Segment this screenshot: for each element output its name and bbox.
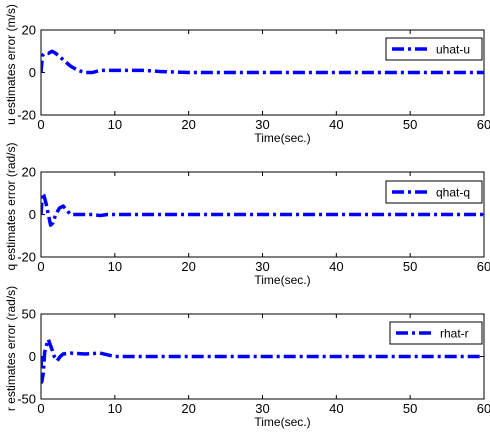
y-tick-label: -50: [17, 392, 36, 407]
y-tick-label: 0: [29, 207, 36, 222]
legend-box: [385, 180, 483, 204]
x-tick-label: 50: [403, 259, 417, 274]
x-tick-label: 40: [329, 401, 343, 416]
x-tick-label: 40: [329, 259, 343, 274]
legend: rhat-r: [389, 321, 483, 345]
y-axis-label: u estimates error (m/s): [4, 4, 18, 125]
y-axis-label: q estimates error (rad/s): [4, 142, 18, 270]
y-tick-label: 0: [29, 349, 36, 364]
legend-box: [385, 37, 483, 61]
y-tick-label: -20: [17, 250, 36, 265]
x-tick-label: 60: [477, 117, 490, 132]
series-line-uhat-u: [41, 49, 484, 75]
x-tick-label: 30: [255, 117, 269, 132]
x-tick-label: 50: [403, 401, 417, 416]
x-axis-label: Time(sec.): [254, 273, 310, 287]
x-tick-label: 10: [108, 259, 122, 274]
x-tick-label: 20: [181, 117, 195, 132]
y-tick-label: 50: [22, 307, 36, 322]
x-tick-label: 60: [477, 259, 490, 274]
legend: qhat-q: [385, 180, 483, 204]
legend-label: qhat-q: [436, 186, 470, 200]
x-tick-label: 0: [37, 117, 44, 132]
x-axis-label: Time(sec.): [254, 415, 310, 429]
x-tick-label: 10: [108, 117, 122, 132]
x-axis-label: Time(sec.): [254, 131, 310, 145]
x-tick-label: 40: [329, 117, 343, 132]
x-tick-label: 20: [181, 401, 195, 416]
series-line-qhat-q: [41, 191, 484, 227]
x-tick-label: 10: [108, 401, 122, 416]
y-tick-label: -20: [17, 108, 36, 123]
legend-label: rhat-r: [440, 327, 469, 341]
x-tick-label: 0: [37, 259, 44, 274]
legend: uhat-u: [385, 37, 483, 61]
x-tick-label: 50: [403, 117, 417, 132]
x-tick-label: 30: [255, 401, 269, 416]
x-tick-label: 30: [255, 259, 269, 274]
x-tick-label: 60: [477, 401, 490, 416]
series-line-rhat-r: [41, 337, 484, 384]
y-tick-label: 0: [29, 65, 36, 80]
x-tick-label: 20: [181, 259, 195, 274]
y-axis-label: r estimates error (rad/s): [4, 286, 18, 411]
legend-label: uhat-u: [436, 43, 470, 57]
x-tick-label: 0: [37, 401, 44, 416]
legend-box: [389, 321, 483, 345]
y-tick-label: 20: [22, 23, 36, 38]
y-tick-label: 20: [22, 165, 36, 180]
